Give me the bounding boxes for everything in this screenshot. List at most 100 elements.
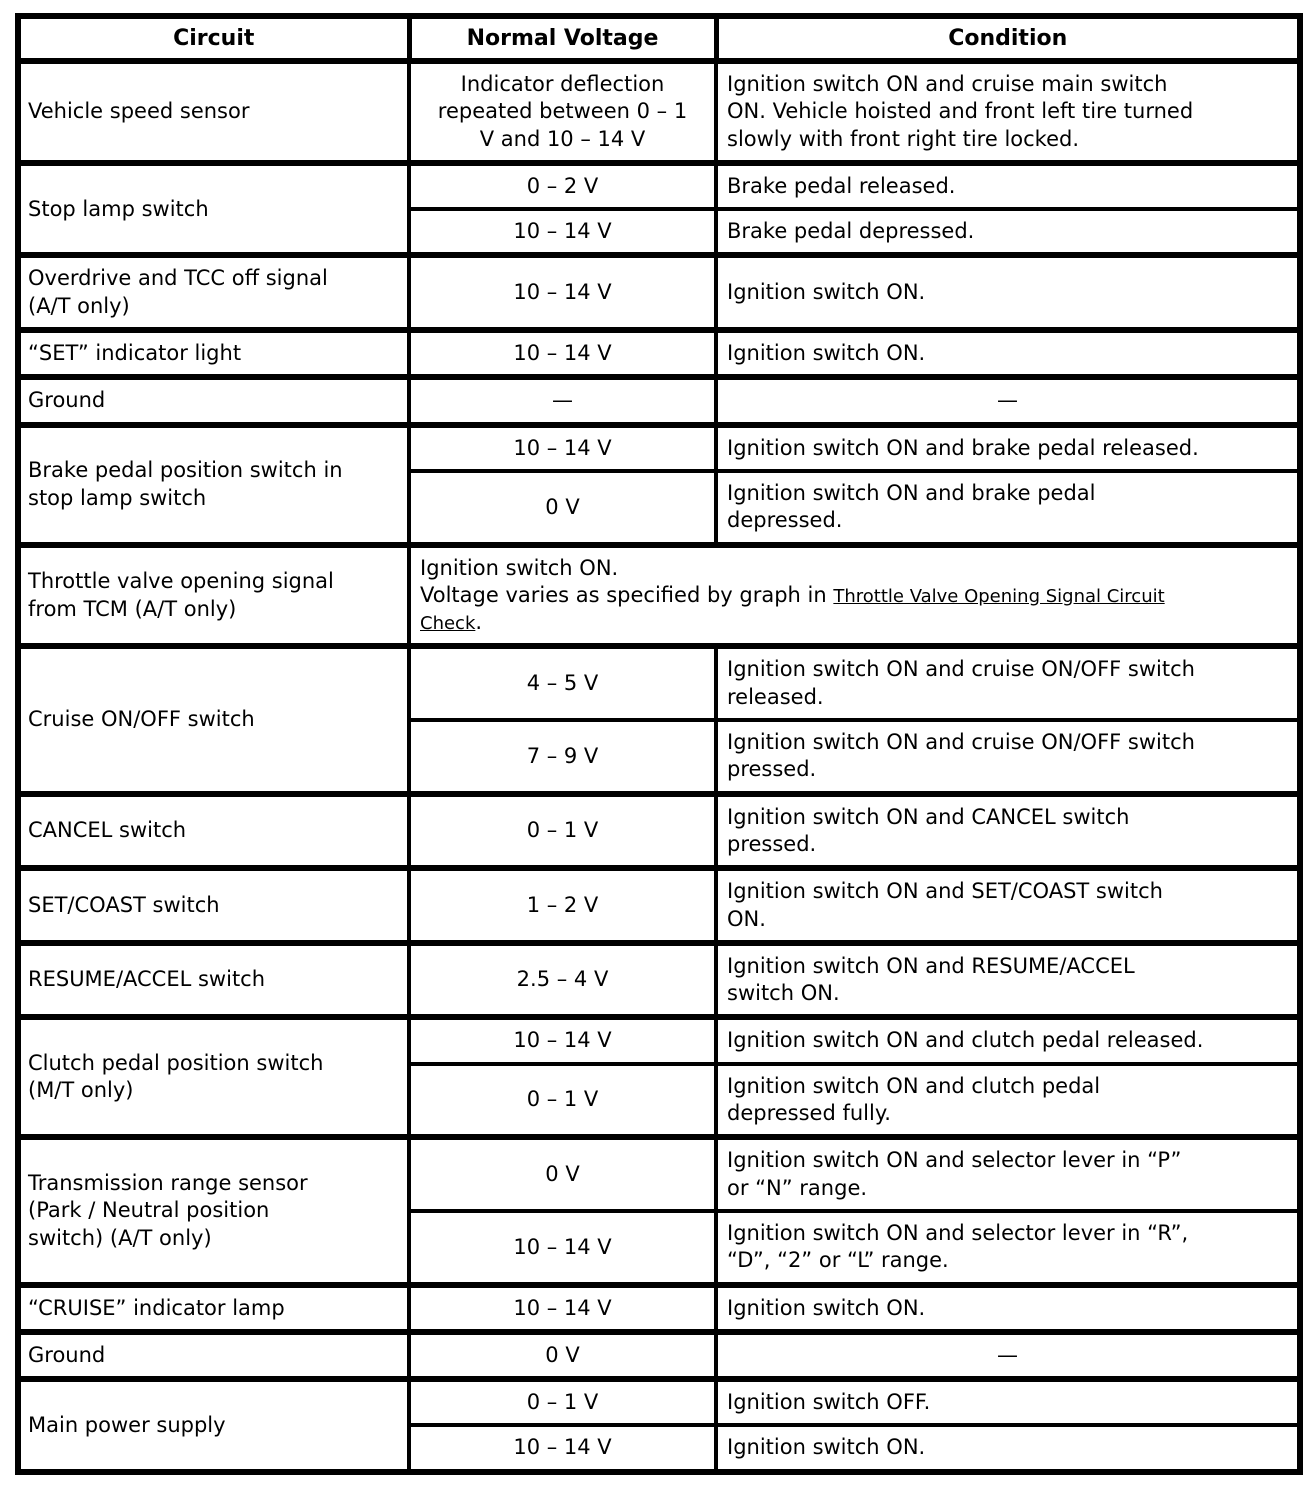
- voltage-cell: 0 – 2 V: [407, 159, 718, 212]
- table-row: CANCEL switch 0 – 1 V Ignition switch ON a…: [16, 790, 1302, 871]
- cell-text: 2.5 – 4 V: [516, 967, 609, 992]
- cell-text: 10 – 14 V: [513, 1435, 612, 1460]
- condition-cell: Ignition switch ON and SET/COAST switch O…: [714, 865, 1302, 945]
- table-row: Main power supply 0 – 1 V Ignition switch …: [16, 1376, 1302, 1474]
- circuit-cell: Ground: [16, 374, 411, 427]
- condition-cell: Ignition switch ON and brake pedal depres…: [714, 468, 1302, 547]
- cell-text: —: [997, 388, 1018, 413]
- cell-text: Ignition switch ON and selector lever in…: [727, 1148, 1182, 1200]
- voltage-cell: 10 – 14 V: [407, 207, 718, 258]
- cell-text: “SET” indicator light: [28, 341, 242, 366]
- voltage-cell: 7 – 9 V: [407, 718, 718, 796]
- cell-text: Ignition switch OFF.: [727, 1390, 931, 1415]
- condition-cell: Ignition switch ON.: [714, 252, 1302, 333]
- cell-text: Vehicle speed sensor: [28, 99, 250, 124]
- condition-cell: Ignition switch ON and RESUME/ACCEL switc…: [714, 939, 1302, 1020]
- circuit-cell: “SET” indicator light: [16, 327, 411, 380]
- voltage-cell: 10 – 14 V: [407, 421, 718, 473]
- voltage-cell: 0 V: [407, 468, 718, 547]
- cell-text: Ignition switch ON.: [727, 1295, 926, 1320]
- cell-text: 10 – 14 V: [513, 1295, 612, 1320]
- voltage-cell: 1 – 2 V: [407, 865, 718, 945]
- condition-cell: Ignition switch ON and cruise ON/OFF swi…: [714, 718, 1302, 796]
- header-condition: Condition: [713, 13, 1303, 64]
- cell-text: Brake pedal depressed.: [727, 219, 975, 244]
- circuit-cell: SET/COAST switch: [16, 865, 411, 945]
- cell-text: Ignition switch ON and cruise ON/OFF swi…: [727, 657, 1195, 709]
- circuit-cell: “CRUISE” indicator lamp: [16, 1281, 411, 1334]
- cell-text: —: [552, 388, 573, 413]
- condition-cell: Brake pedal released.: [714, 159, 1302, 212]
- table-row: Vehicle speed sensor Indicator deflection…: [16, 58, 1302, 165]
- cell-text: RESUME/ACCEL switch: [28, 967, 266, 992]
- table-row: Cruise ON/OFF switch 4 – 5 V Ignition swit…: [16, 643, 1302, 796]
- table-row: Throttle valve opening signal from TCM (A…: [16, 541, 1302, 649]
- circuit-cell: RESUME/ACCEL switch: [16, 939, 411, 1020]
- condition-cell: Ignition switch ON and brake pedal relea…: [714, 421, 1302, 473]
- condition-cell: Ignition switch ON and selector lever in…: [714, 1208, 1302, 1287]
- table-row: 0 – 1 V Ignition switch ON and clutch ped…: [18, 1061, 1302, 1140]
- table-row: 10 – 14 V Brake pedal depressed.: [18, 207, 1302, 258]
- condition-cell: Ignition switch OFF.: [714, 1376, 1302, 1428]
- voltage-cell: 0 – 1 V: [407, 1376, 718, 1428]
- cell-text: SET/COAST switch: [28, 892, 220, 917]
- cell-text: Stop lamp switch: [28, 196, 209, 221]
- condition-cell: Brake pedal depressed.: [714, 207, 1302, 258]
- condition-cell: Ignition switch ON and cruise main switc…: [714, 58, 1302, 165]
- cell-text: Brake pedal position switch in stop lamp …: [28, 458, 343, 510]
- voltage-cell: 10 – 14 V: [407, 252, 718, 333]
- cell-text: 10 – 14 V: [513, 341, 612, 366]
- condition-cell: Ignition switch ON and CANCEL switch pres…: [714, 790, 1302, 871]
- cell-text: Ignition switch ON.: [727, 1435, 926, 1460]
- voltage-cell: 4 – 5 V: [407, 643, 718, 723]
- header-normal-voltage: Normal Voltage: [406, 13, 719, 64]
- cell-text: 0 – 1 V: [526, 1087, 599, 1112]
- cell-text: Ignition switch ON and brake pedal relea…: [727, 435, 1199, 460]
- cell-text: CANCEL switch: [28, 818, 187, 843]
- cell-text: Ignition switch ON and RESUME/ACCEL switc…: [727, 953, 1135, 1006]
- cell-text: “CRUISE” indicator lamp: [28, 1295, 285, 1320]
- table-row: Brake pedal position switch in stop lamp …: [16, 421, 1302, 547]
- circuit-cell: Main power supply: [16, 1376, 411, 1474]
- voltage-cell: 2.5 – 4 V: [407, 939, 718, 1020]
- wide-cell: Ignition switch ON. Voltage varies as spe…: [407, 541, 1302, 649]
- condition-cell: Ignition switch ON and selector lever in…: [714, 1134, 1302, 1213]
- cell-text: Main power supply: [28, 1412, 226, 1437]
- table-body: Vehicle speed sensor Indicator deflection…: [16, 58, 1302, 1474]
- table-row: “SET” indicator light 10 – 14 V Ignition s…: [16, 327, 1302, 380]
- circuit-cell: Throttle valve opening signal from TCM (A…: [16, 541, 411, 649]
- cell-text: 4 – 5 V: [526, 671, 599, 696]
- cell-text: Ignition switch ON and cruise ON/OFF swi…: [727, 730, 1195, 782]
- voltage-cell: 0 – 1 V: [407, 790, 718, 871]
- condition-cell: Ignition switch ON.: [714, 1423, 1302, 1474]
- circuit-cell: Ground: [16, 1328, 411, 1382]
- cell-text: Cruise ON/OFF switch: [28, 707, 255, 732]
- cell-text: Ignition switch ON and brake pedal depres…: [727, 480, 1096, 533]
- voltage-spec-table: Circuit Normal Voltage Condition Vehicle…: [15, 13, 1303, 1475]
- table-row: 0 V Ignition switch ON and brake pedal dep…: [18, 468, 1302, 547]
- voltage-cell: 10 – 14 V: [407, 327, 718, 380]
- cell-text: Ground: [28, 1342, 106, 1367]
- cell-text: Indicator deflection repeated between 0 –…: [437, 72, 688, 151]
- table-row: Ground 0 V —: [16, 1328, 1302, 1382]
- cell-text: 0 – 2 V: [526, 173, 599, 198]
- table-row: SET/COAST switch 1 – 2 V Ignition switch O…: [16, 865, 1302, 945]
- cell-text: Transmission range sensor (Park / Neutral…: [28, 1170, 308, 1250]
- circuit-cell: Cruise ON/OFF switch: [16, 643, 411, 796]
- cell-text: 0 V: [545, 1342, 580, 1367]
- condition-cell: Ignition switch ON and cruise ON/OFF swi…: [714, 643, 1302, 723]
- voltage-cell: Indicator deflection repeated between 0 –…: [407, 58, 718, 165]
- cell-text: 10 – 14 V: [513, 435, 612, 460]
- throttle-valve-opening-signal-circuit-check-link[interactable]: Throttle Valve Opening Signal Circuit Che…: [420, 585, 1165, 635]
- table-row: 10 – 14 V Ignition switch ON and selector…: [18, 1208, 1302, 1287]
- cell-text: 0 V: [545, 494, 580, 519]
- cell-text: 10 – 14 V: [513, 1028, 612, 1053]
- condition-cell: Ignition switch ON and clutch pedal depre…: [714, 1061, 1302, 1140]
- table-header: Circuit Normal Voltage Condition: [15, 13, 1303, 64]
- voltage-cell: 10 – 14 V: [407, 1014, 718, 1066]
- cell-text: Ignition switch ON and clutch pedal depre…: [727, 1073, 1101, 1126]
- cell-text: —: [997, 1342, 1018, 1367]
- voltage-cell: 10 – 14 V: [407, 1423, 718, 1474]
- cell-text: .: [475, 610, 483, 635]
- table-row: Transmission range sensor (Park / Neutral…: [16, 1134, 1302, 1287]
